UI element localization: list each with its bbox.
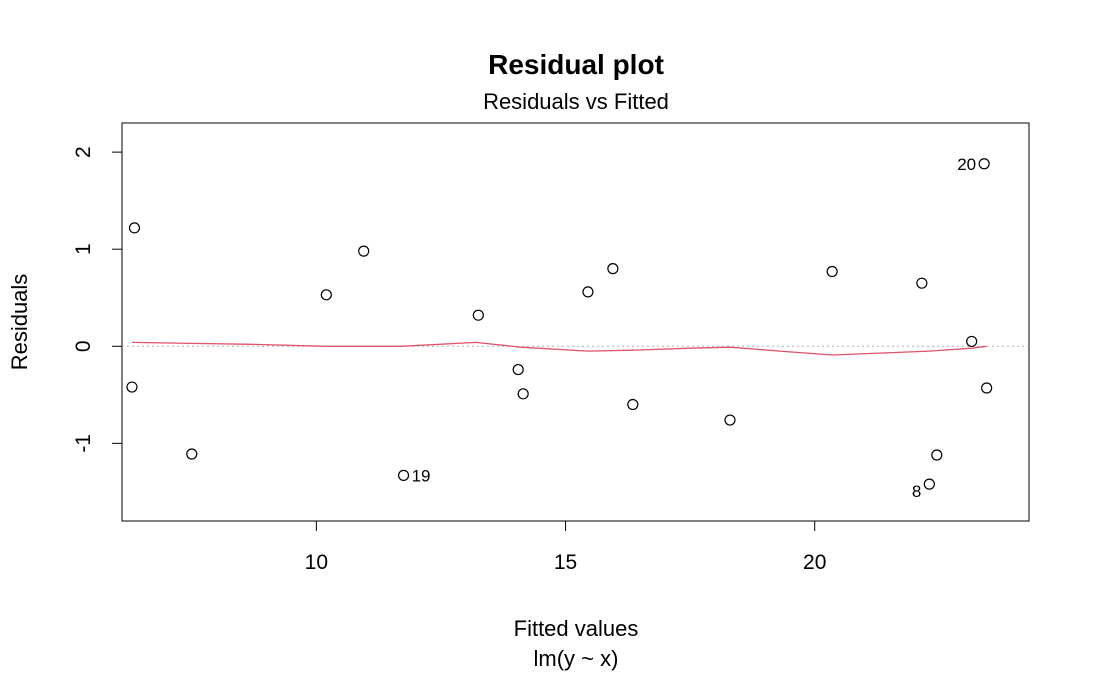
data-point (582, 286, 594, 298)
data-point (126, 381, 138, 393)
plot-area: 10 15 20 -1 0 1 2 19 8 20 (72, 122, 1030, 574)
data-point (472, 309, 484, 321)
data-point (320, 289, 332, 301)
point-label: 20 (957, 155, 976, 174)
data-point (517, 388, 529, 400)
plot-frame (121, 122, 1030, 522)
x-tick-label: 20 (803, 551, 826, 574)
data-point (966, 335, 978, 348)
data-point (607, 263, 619, 275)
x-axis-sublabel: lm(y ~ x) (534, 646, 619, 671)
data-point (981, 382, 993, 394)
chart-title: Residual plot (488, 49, 664, 80)
data-point (923, 478, 935, 490)
y-axis-label: Residuals (7, 274, 32, 371)
data-point (627, 398, 639, 411)
y-tick-label: -1 (72, 434, 95, 453)
x-tick-label: 10 (305, 551, 328, 574)
data-point (186, 448, 198, 460)
y-tick-label: 1 (72, 243, 95, 255)
x-axis-label: Fitted values (514, 616, 639, 641)
y-tick-label: 0 (72, 340, 95, 352)
data-point (931, 449, 943, 461)
x-tick-label: 15 (554, 551, 577, 574)
data-point (724, 414, 736, 426)
data-point (128, 222, 141, 234)
data-point (978, 158, 990, 170)
data-point (397, 469, 410, 481)
y-tick-label: 2 (72, 146, 95, 158)
data-point (512, 363, 524, 376)
data-point (358, 245, 370, 257)
data-point (826, 265, 838, 278)
chart-subtitle: Residuals vs Fitted (483, 89, 669, 114)
point-label: 8 (912, 482, 921, 501)
smooth-line (131, 341, 987, 356)
point-label: 19 (412, 466, 431, 485)
data-point (916, 277, 928, 289)
